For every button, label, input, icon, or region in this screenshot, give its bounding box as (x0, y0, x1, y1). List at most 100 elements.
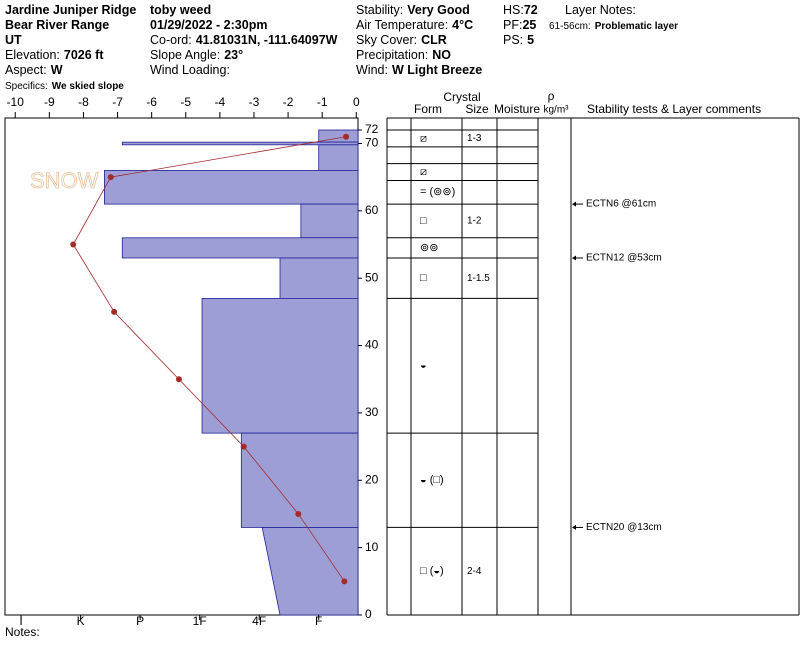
field-value: Problematic layer (595, 21, 678, 32)
hardness-layer (300, 203, 359, 239)
field-value: 5 (527, 33, 534, 47)
crystal-size: 1-3 (467, 133, 482, 144)
header-field: toby weed (150, 3, 211, 17)
field-label: PF: (503, 18, 522, 32)
header-field: HS:72 (503, 3, 538, 17)
field-label: Elevation: (5, 48, 60, 62)
hardness-layer (279, 257, 359, 299)
field-value: 41.81031N, -111.64097W (196, 33, 338, 47)
header-field: Wind Loading: (150, 63, 230, 77)
x-tick-label: 0 (353, 95, 360, 109)
crystal-form: = (⊚⊚) (420, 186, 455, 198)
field-label: Wind: (356, 63, 388, 77)
table-header: ρ (548, 89, 555, 103)
x-tick-label: -4 (215, 95, 226, 109)
table-frame (386, 117, 800, 616)
field-label: Co-ord: (150, 33, 192, 47)
hardness-layer (261, 527, 359, 616)
header-field: Elevation: 7026 ft (5, 48, 104, 62)
header-field: Bear River Range (5, 18, 109, 32)
field-label: Stability: (356, 3, 403, 17)
test-label: ECTN6 @61cm (586, 199, 656, 210)
crystal-form: ⧄ (420, 132, 427, 144)
header-field: Aspect: W (5, 63, 63, 77)
field-value: Bear River Range (5, 18, 109, 32)
crystal-form: ◒ (□) (420, 474, 444, 486)
crystal-form: ⊚⊚ (420, 242, 438, 254)
hardness-layer (318, 144, 359, 171)
field-label: Sky Cover: (356, 33, 417, 47)
hardness-tick-label: 4F (252, 614, 266, 628)
field-label: HS: (503, 3, 524, 17)
y-tick-label: 70 (365, 136, 379, 150)
hardness-tick-label: 1F (193, 614, 207, 628)
field-label: Precipitation: (356, 48, 428, 62)
header-field: Layer Notes: (565, 3, 636, 17)
x-tick-label: -9 (44, 95, 55, 109)
table-header: Moisture (494, 102, 540, 116)
table-header: kg/m³ (544, 105, 570, 116)
temperature-line (72, 136, 347, 582)
temperature-point (70, 241, 77, 248)
field-value: 7026 ft (64, 48, 104, 62)
table-header: Size (465, 102, 489, 116)
field-value: W (51, 63, 63, 77)
hardness-layer (121, 141, 359, 146)
crystal-form: □ (◒) (420, 565, 444, 577)
test-arrowhead (572, 524, 576, 530)
crystal-form: □ (420, 215, 427, 227)
temperature-point (341, 578, 348, 585)
field-value: 23° (224, 48, 243, 62)
y-tick-label: 0 (365, 607, 372, 621)
field-value: 01/29/2022 - 2:30pm (150, 18, 267, 32)
crystal-size: 1-1.5 (467, 273, 490, 284)
table-header: Crystal (443, 90, 480, 104)
crystal-form: □ (420, 272, 427, 284)
y-tick-label: 50 (365, 270, 379, 284)
hardness-tick-label: K (77, 614, 85, 628)
hardness-tick-label: P (136, 614, 144, 628)
field-value: W Light Breeze (392, 63, 482, 77)
test-arrowhead (572, 201, 576, 207)
hardness-tick-label: I (19, 614, 22, 628)
temperature-point (175, 376, 182, 383)
field-value: 72 (524, 3, 538, 17)
test-arrowhead (572, 255, 576, 261)
header-field: Sky Cover: CLR (356, 33, 447, 47)
field-label: PS: (503, 33, 523, 47)
header-field: PF:25 (503, 18, 536, 32)
field-label: Wind Loading: (150, 63, 230, 77)
table-header: Stability tests & Layer comments (587, 102, 761, 116)
header-field: 61-56cm: Problematic layer (549, 21, 678, 32)
header-field: Stability: Very Good (356, 3, 470, 17)
field-label: Layer Notes: (565, 3, 636, 17)
x-tick-label: -8 (78, 95, 89, 109)
y-tick-label: 30 (365, 405, 379, 419)
header-field: Slope Angle: 23° (150, 48, 243, 62)
x-tick-label: -10 (7, 95, 25, 109)
test-label: ECTN12 @53cm (586, 253, 662, 264)
x-tick-label: -2 (283, 95, 294, 109)
x-tick-label: -7 (112, 95, 123, 109)
test-label: ECTN20 @13cm (586, 522, 662, 533)
y-tick-label: 40 (365, 338, 379, 352)
field-label: Slope Angle: (150, 48, 220, 62)
header-field: Air Temperature: 4°C (356, 18, 473, 32)
field-value: Very Good (407, 3, 470, 17)
notes: Notes: (5, 625, 40, 639)
field-value: 25 (522, 18, 536, 32)
crystal-size: 1-2 (467, 216, 482, 227)
crystal-form: ◒ (420, 360, 427, 372)
header-field: Co-ord: 41.81031N, -111.64097W (150, 33, 338, 47)
field-value: UT (5, 33, 22, 47)
crystal-size: 2-4 (467, 566, 482, 577)
header-field: Jardine Juniper Ridge (5, 3, 136, 17)
crystal-form: ⧄ (420, 166, 427, 178)
field-value: We skied slope (52, 81, 125, 92)
hardness-layer (201, 298, 359, 434)
y-tick-label: 20 (365, 472, 379, 486)
field-value: toby weed (150, 3, 211, 17)
header-field: Precipitation: NO (356, 48, 451, 62)
temperature-point (343, 133, 350, 140)
